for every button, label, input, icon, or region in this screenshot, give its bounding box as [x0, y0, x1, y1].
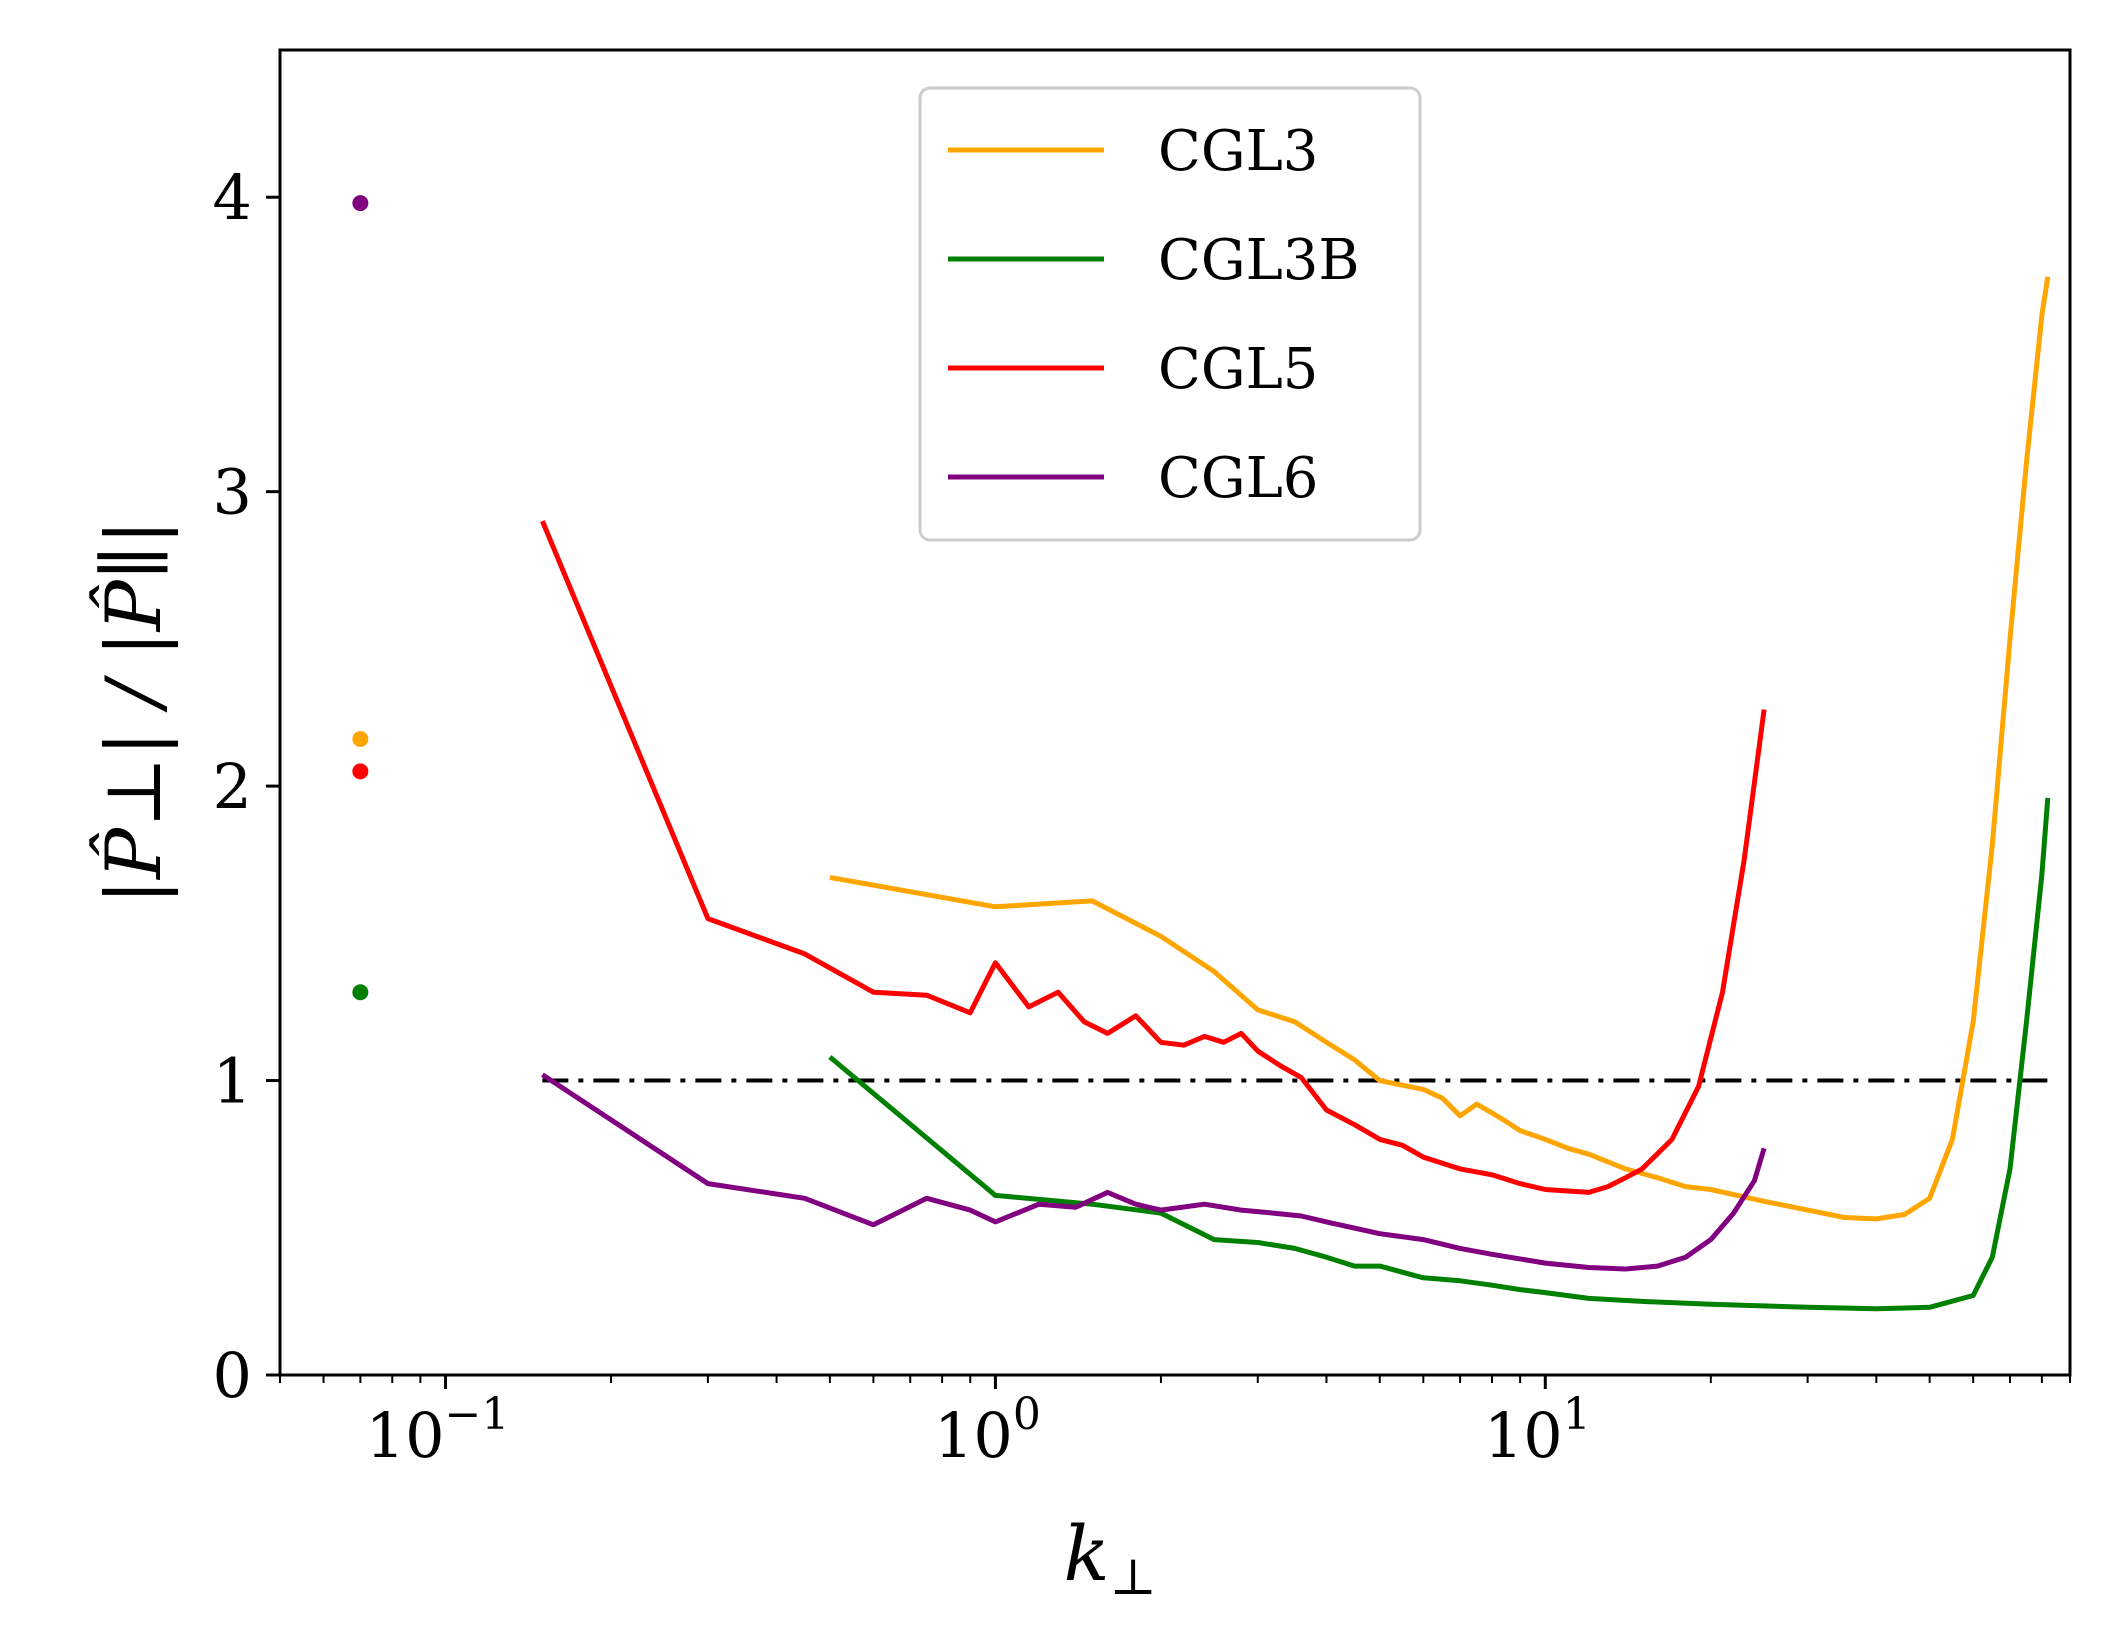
plot-area-frame — [278, 48, 2072, 1377]
legend-box — [918, 86, 1422, 542]
x-axis-label: k⊥ — [1063, 1509, 1156, 1606]
x-axis-label-sub: ⊥ — [1110, 1548, 1157, 1606]
y-tick-label: 3 — [213, 456, 252, 529]
y-tick-label: 4 — [213, 161, 252, 234]
series-line-cgl3b — [828, 797, 2051, 1312]
series-line-cgl5 — [540, 520, 1767, 1195]
series-marker-cgl6 — [352, 195, 369, 212]
y-tick-label: 0 — [213, 1339, 252, 1412]
y-axis-label: |P̂⊥| / |P̂∥| — [89, 519, 178, 904]
legend-label-cgl3: CGL3 — [1158, 119, 1318, 184]
y-tick-label: 2 — [213, 750, 252, 823]
x-axis-label-main: k — [1063, 1509, 1109, 1598]
x-axis-ticks: 10−1 100 101 — [279, 1375, 2071, 1472]
legend: CGL3 CGL3B CGL5 CGL6 — [918, 86, 1422, 542]
series-group — [540, 276, 2051, 1312]
y-tick-label: 1 — [213, 1045, 252, 1118]
legend-label-cgl5: CGL5 — [1158, 337, 1318, 402]
y-axis-ticks: 0 1 2 3 4 — [213, 161, 280, 1412]
series-marker-cgl5 — [352, 763, 369, 780]
series-marker-cgl3b — [352, 984, 369, 1001]
series-line-cgl6 — [541, 1072, 1767, 1272]
series-line-cgl3 — [829, 276, 2051, 1222]
x-tick-label: 10−1 — [366, 1389, 510, 1472]
legend-label-cgl3b: CGL3B — [1158, 228, 1360, 293]
legend-label-cgl6: CGL6 — [1158, 446, 1318, 511]
x-tick-label: 100 — [934, 1389, 1041, 1472]
series-marker-cgl3 — [352, 731, 369, 747]
markers-group — [352, 195, 369, 1001]
x-tick-label: 101 — [1484, 1389, 1591, 1472]
